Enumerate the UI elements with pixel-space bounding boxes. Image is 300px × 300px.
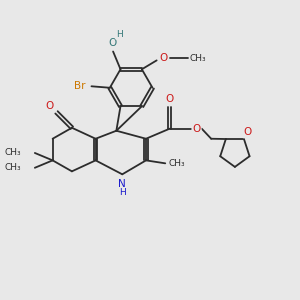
Text: O: O: [46, 101, 54, 111]
Text: H: H: [116, 30, 122, 39]
Text: CH₃: CH₃: [5, 163, 22, 172]
Text: O: O: [193, 124, 201, 134]
Text: CH₃: CH₃: [5, 148, 22, 158]
Text: Br: Br: [74, 81, 86, 91]
Text: O: O: [159, 53, 167, 63]
Text: N: N: [118, 179, 126, 189]
Text: CH₃: CH₃: [190, 53, 206, 62]
Text: O: O: [243, 128, 252, 137]
Text: H: H: [119, 188, 126, 197]
Text: O: O: [166, 94, 174, 104]
Text: O: O: [108, 38, 116, 48]
Text: CH₃: CH₃: [168, 159, 185, 168]
